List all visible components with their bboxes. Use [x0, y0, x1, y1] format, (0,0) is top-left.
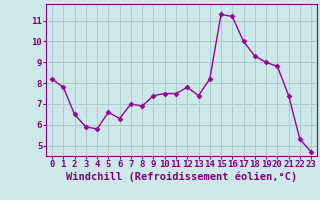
X-axis label: Windchill (Refroidissement éolien,°C): Windchill (Refroidissement éolien,°C) — [66, 172, 297, 182]
